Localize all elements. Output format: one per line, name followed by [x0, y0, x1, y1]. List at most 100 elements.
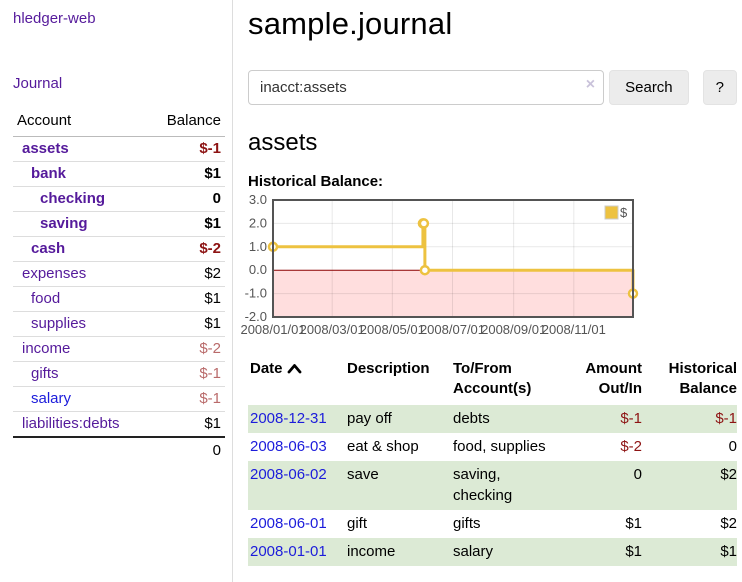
- account-balance: $-1: [146, 136, 225, 162]
- nav-journal-link[interactable]: Journal: [13, 75, 63, 92]
- y-tick-label: 1.0: [249, 239, 267, 254]
- y-tick-label: -2.0: [245, 309, 267, 324]
- account-link-income[interactable]: income: [22, 340, 71, 357]
- account-row: supplies $1: [13, 311, 225, 337]
- search-button[interactable]: Search: [609, 70, 689, 105]
- data-point-marker: [418, 218, 430, 229]
- transaction-date-link[interactable]: 2008-06-01: [250, 514, 327, 532]
- historical-balance-chart[interactable]: $3.0 2.0 1.0 0.0 -1.0 -2.0 2008/01/01 2008/03/0…: [240, 192, 737, 343]
- data-point-marker: [419, 264, 431, 276]
- register-header-row: Date Description To/From Account(s) Amou…: [248, 357, 737, 405]
- page-title: sample.journal: [248, 6, 453, 41]
- transaction-amount: $-2: [620, 437, 642, 455]
- account-balance: $1: [146, 161, 225, 187]
- account-link-cash[interactable]: cash: [31, 240, 66, 257]
- accounts-total-value: 0: [146, 436, 225, 463]
- accounts-total-spacer: [13, 436, 147, 463]
- account-link-liabilities-debts[interactable]: liabilities:debts: [22, 415, 120, 432]
- x-tick-label: 2008/07/01: [420, 322, 485, 337]
- transaction-accounts: saving, checking: [453, 465, 513, 504]
- transaction-description: save: [347, 465, 379, 483]
- register-table: Date Description To/From Account(s) Amou…: [248, 357, 737, 566]
- accounts-header-account: Account: [13, 110, 147, 137]
- account-row: liabilities:debts $1: [13, 412, 225, 438]
- x-tick-label: 2008/03/01: [300, 322, 365, 337]
- accounts-table: Account Balance assets $-1 bank $1 checking 0…: [13, 110, 225, 463]
- transaction-accounts: salary: [453, 542, 494, 560]
- transaction-amount: $1: [625, 514, 642, 532]
- main-content: sample.journal × Search ? assets Histori…: [240, 0, 737, 566]
- account-link-supplies[interactable]: supplies: [31, 315, 87, 332]
- account-balance: $-1: [146, 386, 225, 412]
- account-balance: $-1: [146, 361, 225, 387]
- account-link-expenses[interactable]: expenses: [22, 265, 87, 282]
- search-box: ×: [248, 70, 605, 105]
- register-header-date[interactable]: Date: [248, 357, 345, 405]
- transaction-date-link[interactable]: 2008-01-01: [250, 542, 327, 560]
- negative-region: [273, 270, 633, 317]
- account-row: bank $1: [13, 161, 225, 187]
- y-tick-label: -1.0: [245, 286, 267, 301]
- app-title-link[interactable]: hledger-web: [13, 10, 96, 27]
- search-input[interactable]: [248, 70, 605, 105]
- transaction-balance: 0: [728, 437, 737, 455]
- account-balance: $2: [146, 261, 225, 287]
- account-balance: $-2: [146, 336, 225, 362]
- help-button[interactable]: ?: [702, 70, 737, 105]
- sidebar-nav: Journal: [13, 75, 232, 93]
- x-tick-label: 2008/09/01: [481, 322, 546, 337]
- transaction-date-link[interactable]: 2008-12-31: [250, 409, 327, 427]
- transaction-date-link[interactable]: 2008-06-03: [250, 437, 327, 455]
- account-link-salary[interactable]: salary: [31, 390, 72, 407]
- account-row: cash $-2: [13, 236, 225, 262]
- legend-swatch: [604, 205, 619, 220]
- transaction-accounts: debts: [453, 409, 490, 427]
- transaction-date-link[interactable]: 2008-06-02: [250, 465, 327, 483]
- clear-search-icon[interactable]: ×: [585, 76, 596, 93]
- account-link-checking[interactable]: checking: [40, 190, 106, 207]
- transaction-amount: $-1: [620, 409, 642, 427]
- account-balance: $1: [146, 286, 225, 312]
- account-balance: $1: [146, 311, 225, 337]
- account-link-gifts[interactable]: gifts: [31, 365, 59, 382]
- account-balance: $-2: [146, 236, 225, 262]
- account-link-bank[interactable]: bank: [31, 165, 67, 182]
- account-link-food[interactable]: food: [31, 290, 61, 307]
- account-row: assets $-1: [13, 136, 225, 162]
- sort-ascending-icon: [287, 360, 302, 380]
- account-row: expenses $2: [13, 261, 225, 287]
- y-tick-label: 2.0: [249, 215, 267, 230]
- register-header-amount: Amount Out/In: [585, 360, 642, 398]
- legend-label: $: [620, 205, 628, 220]
- account-balance: 0: [146, 186, 225, 212]
- transaction-row: 2008-01-01 income salary $1 $1: [248, 537, 737, 566]
- transaction-row: 2008-06-01 gift gifts $1 $2: [248, 510, 737, 538]
- register-header-description: Description: [347, 360, 430, 377]
- transaction-accounts: food, supplies: [453, 437, 546, 455]
- account-row: salary $-1: [13, 386, 225, 412]
- transaction-balance: $2: [720, 514, 737, 532]
- transaction-amount: 0: [633, 465, 642, 483]
- register-header-balance: Historical Balance: [668, 360, 737, 398]
- account-link-assets[interactable]: assets: [22, 140, 69, 157]
- transaction-balance: $1: [720, 542, 737, 560]
- chart-border: [272, 199, 634, 318]
- transaction-description: eat & shop: [347, 437, 419, 455]
- transaction-description: pay off: [347, 409, 392, 427]
- account-row: food $1: [13, 286, 225, 312]
- transaction-balance: $2: [720, 465, 737, 483]
- account-balance: $1: [146, 211, 225, 237]
- transaction-amount: $1: [625, 542, 642, 560]
- app-title: hledger-web: [13, 10, 232, 28]
- register-header-accounts: To/From Account(s): [453, 360, 532, 398]
- account-link-saving[interactable]: saving: [40, 215, 88, 232]
- account-balance: $1: [204, 415, 221, 432]
- account-row: gifts $-1: [13, 361, 225, 387]
- transaction-accounts: gifts: [453, 514, 481, 532]
- transaction-row: 2008-06-03 eat & shop food, supplies $-2 0: [248, 433, 737, 461]
- accounts-header-row: Account Balance: [13, 110, 225, 137]
- accounts-header-balance: Balance: [146, 110, 225, 137]
- transaction-balance: $-1: [715, 409, 737, 427]
- transaction-description: income: [347, 542, 396, 560]
- account-row: saving $1: [13, 211, 225, 237]
